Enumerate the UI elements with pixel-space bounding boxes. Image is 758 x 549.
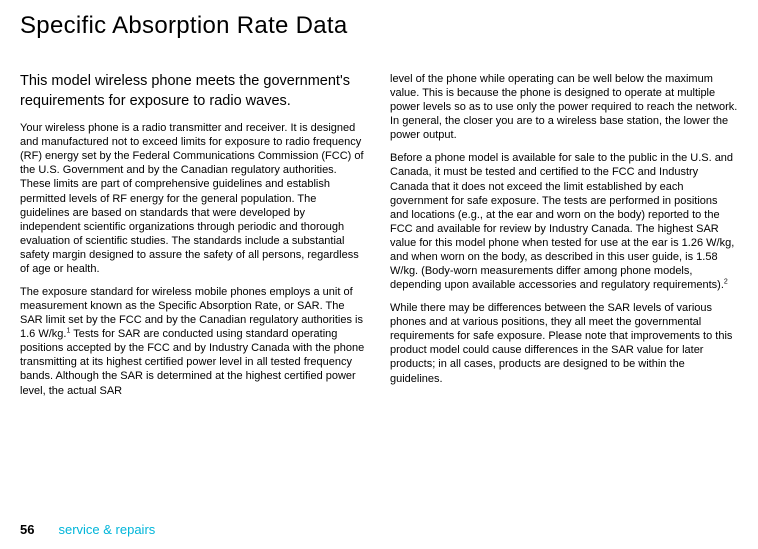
body-paragraph: level of the phone while operating can b… bbox=[390, 72, 738, 142]
page-number: 56 bbox=[20, 522, 34, 537]
body-paragraph: Your wireless phone is a radio transmitt… bbox=[20, 121, 368, 276]
left-column: This model wireless phone meets the gove… bbox=[20, 72, 368, 398]
footnote-ref: 2 bbox=[724, 278, 728, 285]
body-paragraph: While there may be differences between t… bbox=[390, 301, 738, 385]
right-column: level of the phone while operating can b… bbox=[390, 72, 738, 398]
body-text-part: Tests for SAR are conducted using standa… bbox=[20, 328, 364, 396]
subheading: This model wireless phone meets the gove… bbox=[20, 72, 368, 111]
page-footer: 56 service & repairs bbox=[20, 522, 155, 537]
body-paragraph: Before a phone model is available for sa… bbox=[390, 151, 738, 292]
page-title: Specific Absorption Rate Data bbox=[20, 12, 738, 40]
body-text-part: Before a phone model is available for sa… bbox=[390, 152, 734, 291]
content-columns: This model wireless phone meets the gove… bbox=[20, 72, 738, 398]
body-paragraph: The exposure standard for wireless mobil… bbox=[20, 285, 368, 398]
footer-section-label: service & repairs bbox=[58, 522, 155, 537]
